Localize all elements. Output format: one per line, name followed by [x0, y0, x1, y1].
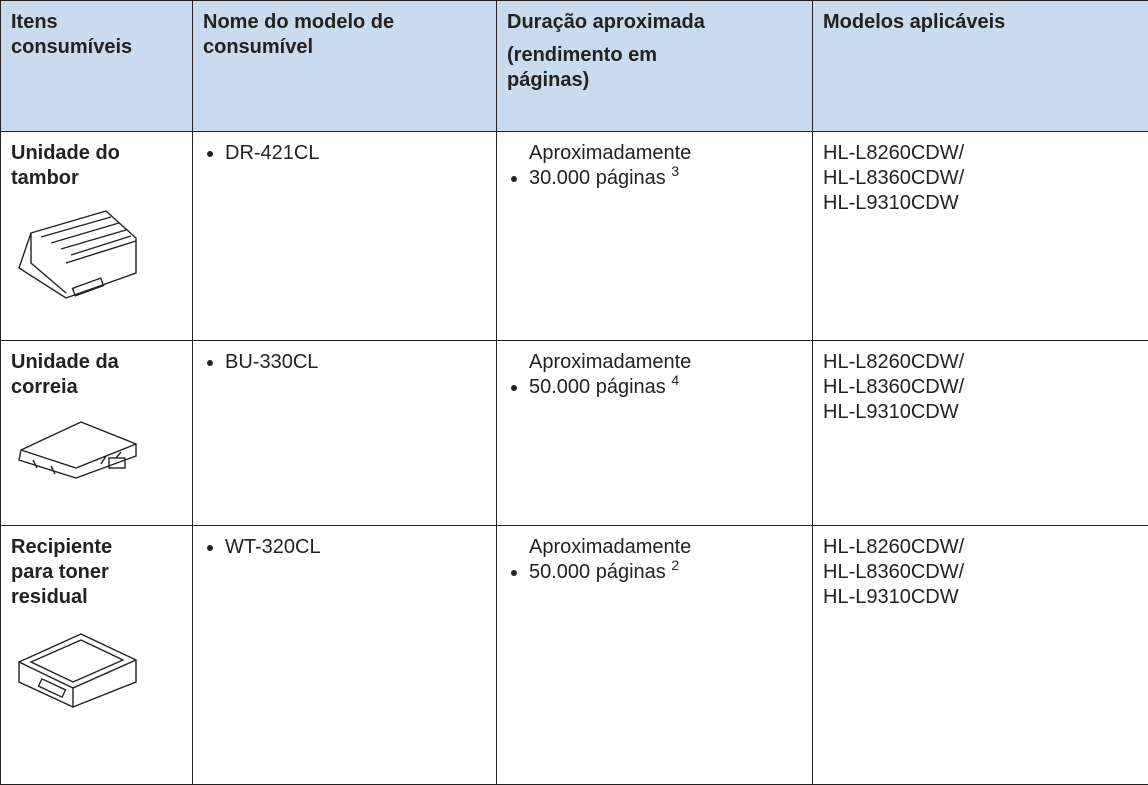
- item-name: Unidade do tambor: [11, 141, 156, 191]
- footnote-ref: 2: [671, 557, 679, 573]
- yield-value: Aproximadamente 50.000 páginas: [529, 351, 691, 398]
- item-cell: Unidade da correia: [1, 341, 193, 526]
- applicable-model: HL-L8260CDW/: [823, 350, 1138, 375]
- item-cell: Recipiente para toner residual: [1, 526, 193, 785]
- footnote-ref: 4: [671, 372, 679, 388]
- belt-unit-image: [11, 412, 141, 482]
- header-cell: Nome do modelo de consumível: [193, 1, 497, 132]
- table-row: Recipiente para toner residual WT-320CL Ap…: [1, 526, 1148, 785]
- model-name: DR-421CL: [225, 141, 486, 166]
- models-cell: HL-L8260CDW/HL-L8360CDW/HL-L9310CDW: [813, 526, 1148, 785]
- waste-toner-image: [11, 622, 141, 712]
- applicable-model: HL-L8360CDW/: [823, 375, 1138, 400]
- bullet-list: Aproximadamente 50.000 páginas 2: [507, 535, 802, 585]
- header-text: (rendimento em páginas): [507, 43, 707, 93]
- yield-text: Aproximadamente 50.000 páginas 2: [529, 535, 744, 585]
- yield-item: Aproximadamente 30.000 páginas 3: [529, 141, 802, 191]
- applicable-model: HL-L8360CDW/: [823, 166, 1138, 191]
- table-row: Unidade da correia BU-330CL Aproximadament…: [1, 341, 1148, 526]
- page: Itens consumíveis Nome do modelo de cons…: [0, 0, 1148, 751]
- header-text: Duração aproximada: [507, 10, 802, 35]
- item-image: [11, 412, 182, 489]
- yield-cell: Aproximadamente 50.000 páginas 4: [497, 341, 813, 526]
- header-cell: Itens consumíveis: [1, 1, 193, 132]
- bullet-list: WT-320CL: [203, 535, 486, 560]
- models-cell: HL-L8260CDW/HL-L8360CDW/HL-L9310CDW: [813, 132, 1148, 341]
- model-cell: WT-320CL: [193, 526, 497, 785]
- yield-value: Aproximadamente 50.000 páginas: [529, 536, 691, 583]
- applicable-model: HL-L9310CDW: [823, 191, 1138, 216]
- model-name: BU-330CL: [225, 350, 486, 375]
- item-cell: Unidade do tambor: [1, 132, 193, 341]
- item-image: [11, 203, 182, 310]
- yield-item: Aproximadamente 50.000 páginas 4: [529, 350, 802, 400]
- yield-cell: Aproximadamente 50.000 páginas 2: [497, 526, 813, 785]
- bullet-list: DR-421CL: [203, 141, 486, 166]
- yield-text: Aproximadamente 30.000 páginas 3: [529, 141, 744, 191]
- bullet-list: Aproximadamente 30.000 páginas 3: [507, 141, 802, 191]
- header-text: Nome do modelo de consumível: [203, 10, 463, 60]
- models-cell: HL-L8260CDW/HL-L8360CDW/HL-L9310CDW: [813, 341, 1148, 526]
- yield-cell: Aproximadamente 30.000 páginas 3: [497, 132, 813, 341]
- header-text: Modelos aplicáveis: [823, 10, 1138, 35]
- model-cell: BU-330CL: [193, 341, 497, 526]
- yield-text: Aproximadamente 50.000 páginas 4: [529, 350, 744, 400]
- model-cell: DR-421CL: [193, 132, 497, 341]
- applicable-model: HL-L9310CDW: [823, 400, 1138, 425]
- bullet-list: BU-330CL: [203, 350, 486, 375]
- model-name: WT-320CL: [225, 535, 486, 560]
- applicable-model: HL-L8260CDW/: [823, 141, 1138, 166]
- header-cell: Modelos aplicáveis: [813, 1, 1148, 132]
- drum-unit-image: [11, 203, 141, 303]
- header-text: Itens consumíveis: [11, 10, 161, 60]
- header-cell: Duração aproximada (rendimento em páginas…: [497, 1, 813, 132]
- yield-value: Aproximadamente 30.000 páginas: [529, 142, 691, 189]
- footnote-ref: 3: [671, 163, 679, 179]
- bullet-list: Aproximadamente 50.000 páginas 4: [507, 350, 802, 400]
- header-row: Itens consumíveis Nome do modelo de cons…: [1, 1, 1148, 132]
- item-image: [11, 622, 182, 719]
- applicable-model: HL-L9310CDW: [823, 585, 1138, 610]
- applicable-model: HL-L8360CDW/: [823, 560, 1138, 585]
- yield-item: Aproximadamente 50.000 páginas 2: [529, 535, 802, 585]
- applicable-model: HL-L8260CDW/: [823, 535, 1138, 560]
- table-row: Unidade do tambor DR-421CL Aproximadamente…: [1, 132, 1148, 341]
- item-name: Recipiente para toner residual: [11, 535, 156, 610]
- item-name: Unidade da correia: [11, 350, 156, 400]
